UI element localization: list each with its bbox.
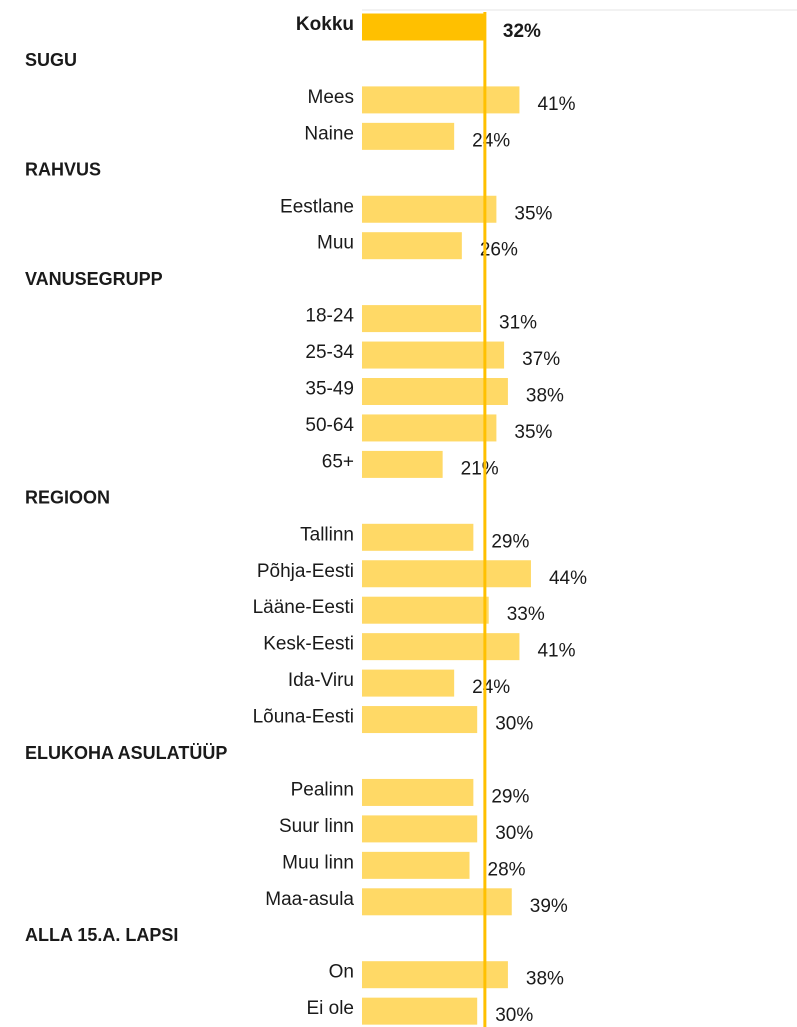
category-label: Põhja-Eesti [257, 561, 354, 582]
value-label: 30% [495, 1005, 533, 1026]
category-label: 35-49 [305, 379, 354, 400]
category-label: 25-34 [305, 342, 354, 363]
value-label: 30% [495, 823, 533, 844]
bar [362, 633, 520, 661]
value-label: 44% [549, 568, 587, 589]
bar [362, 560, 531, 588]
group-header: RAHVUS [25, 160, 101, 180]
category-label: Pealinn [291, 779, 354, 800]
bar [362, 523, 474, 551]
category-label: Kokku [296, 14, 354, 35]
group-header: ALLA 15.A. LAPSI [25, 925, 178, 945]
bar [362, 414, 497, 442]
category-label: Eestlane [280, 196, 354, 217]
group-header: VANUSEGRUPP [25, 269, 163, 289]
bar [362, 305, 482, 333]
value-label: 30% [495, 714, 533, 735]
category-label: Lõuna-Eesti [253, 707, 354, 728]
category-label: Muu [317, 233, 354, 254]
value-label: 39% [530, 896, 568, 917]
bar [362, 122, 455, 150]
value-label: 33% [507, 604, 545, 625]
category-label: 18-24 [305, 306, 354, 327]
value-label: 24% [472, 130, 510, 151]
bar [362, 997, 478, 1025]
bar [362, 13, 485, 41]
group-header: SUGU [25, 50, 77, 70]
bar [362, 341, 505, 369]
group-header: REGIOON [25, 488, 110, 508]
bar [362, 778, 474, 806]
value-label: 37% [522, 349, 560, 370]
category-label: Muu linn [282, 852, 354, 873]
category-label: Mees [308, 87, 354, 108]
category-label: On [329, 962, 354, 983]
bar [362, 851, 470, 879]
value-label: 31% [499, 313, 537, 334]
value-label: 41% [537, 94, 575, 115]
value-label: 35% [514, 203, 552, 224]
category-label: Ida-Viru [288, 670, 354, 691]
bar [362, 195, 497, 223]
bar [362, 669, 455, 697]
value-label: 29% [491, 786, 529, 807]
bar [362, 596, 489, 624]
category-label: Tallinn [300, 524, 354, 545]
category-label: 50-64 [305, 415, 354, 436]
value-label: 28% [488, 859, 526, 880]
bar [362, 450, 443, 478]
category-label: Ei ole [306, 998, 354, 1019]
category-label: 65+ [322, 451, 354, 472]
category-label: Naine [304, 123, 354, 144]
bar [362, 888, 512, 916]
bar [362, 706, 478, 734]
value-label: 26% [480, 240, 518, 261]
category-label: Lääne-Eesti [253, 597, 354, 618]
value-label: 21% [461, 458, 499, 479]
value-label: 29% [491, 531, 529, 552]
category-label: Maa-asula [265, 889, 354, 910]
category-label: Kesk-Eesti [263, 634, 354, 655]
value-label: 38% [526, 386, 564, 407]
value-label: 35% [514, 422, 552, 443]
value-label: 41% [537, 641, 575, 662]
bar [362, 815, 478, 843]
value-label: 32% [503, 21, 541, 42]
bar [362, 86, 520, 114]
category-label: Suur linn [279, 816, 354, 837]
bar [362, 232, 462, 260]
group-header: ELUKOHA ASULATÜÜP [25, 743, 227, 763]
value-label: 24% [472, 677, 510, 698]
value-label: 38% [526, 969, 564, 990]
